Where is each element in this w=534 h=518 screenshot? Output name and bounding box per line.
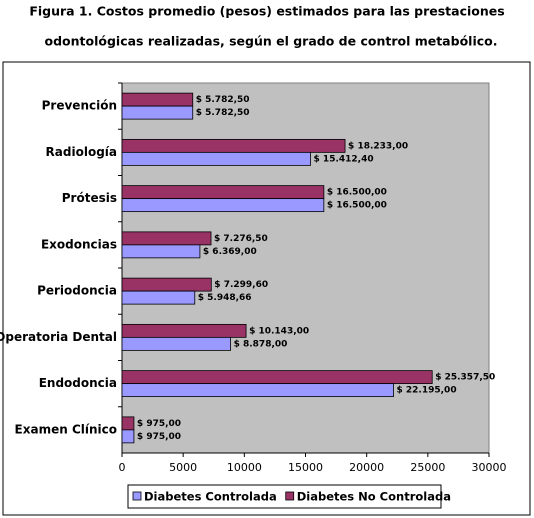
bar <box>121 336 232 351</box>
x-tick-label: 15000 <box>288 461 323 474</box>
x-tick-label: 5000 <box>169 461 197 474</box>
chart-frame <box>2 61 531 516</box>
bar <box>121 92 194 107</box>
bar <box>121 416 135 431</box>
y-tick-label: Operatoria Dental <box>0 330 117 344</box>
value-label: $ 10.143,00 <box>249 326 309 336</box>
bar <box>121 138 346 153</box>
legend-label: Diabetes Controlada <box>144 490 277 504</box>
bar <box>121 231 212 246</box>
legend-swatch <box>285 491 295 501</box>
x-tick-label: 20000 <box>349 461 384 474</box>
legend-swatch <box>132 491 142 501</box>
bar <box>121 105 194 120</box>
chart-title: odontológicas realizadas, según el grado… <box>45 34 498 49</box>
y-tick-label: Endodoncia <box>39 376 117 390</box>
legend-box <box>127 484 442 509</box>
bar <box>121 429 135 444</box>
y-tick-label: Examen Clínico <box>15 422 117 436</box>
value-label: $ 7.276,50 <box>214 234 268 244</box>
value-label: $ 5.782,50 <box>196 95 250 105</box>
value-label: $ 7.299,60 <box>214 280 268 290</box>
value-label: $ 975,00 <box>137 419 181 429</box>
legend-label: Diabetes No Controlada <box>297 490 451 504</box>
bar <box>121 383 394 398</box>
bar <box>121 323 247 338</box>
bar <box>121 277 212 292</box>
value-label: $ 22.195,00 <box>397 386 457 396</box>
value-label: $ 16.500,00 <box>327 201 387 211</box>
value-label: $ 18.233,00 <box>348 141 408 151</box>
bar <box>121 290 196 305</box>
bar <box>121 198 325 213</box>
bar <box>121 151 311 166</box>
bar <box>121 370 433 385</box>
bar <box>121 185 325 200</box>
x-tick-label: 30000 <box>472 461 507 474</box>
plot-area <box>121 82 490 454</box>
y-tick-label: Prevención <box>42 99 117 113</box>
y-tick-label: Prótesis <box>62 191 117 205</box>
chart-title: Figura 1. Costos promedio (pesos) estima… <box>29 4 504 19</box>
value-label: $ 975,00 <box>137 432 181 442</box>
x-tick-label: 25000 <box>410 461 445 474</box>
y-tick-label: Radiología <box>46 145 117 159</box>
value-label: $ 5.948,66 <box>198 293 252 303</box>
y-tick-label: Periodoncia <box>37 284 117 298</box>
value-label: $ 6.369,00 <box>203 247 257 257</box>
value-label: $ 16.500,00 <box>327 188 387 198</box>
x-tick-label: 0 <box>119 461 126 474</box>
value-label: $ 8.878,00 <box>234 339 288 349</box>
x-tick-label: 10000 <box>227 461 262 474</box>
value-label: $ 15.412,40 <box>314 154 374 164</box>
y-tick-label: Exodoncias <box>41 237 117 251</box>
value-label: $ 25.357,50 <box>435 373 495 383</box>
bar <box>121 244 201 259</box>
value-label: $ 5.782,50 <box>196 108 250 118</box>
